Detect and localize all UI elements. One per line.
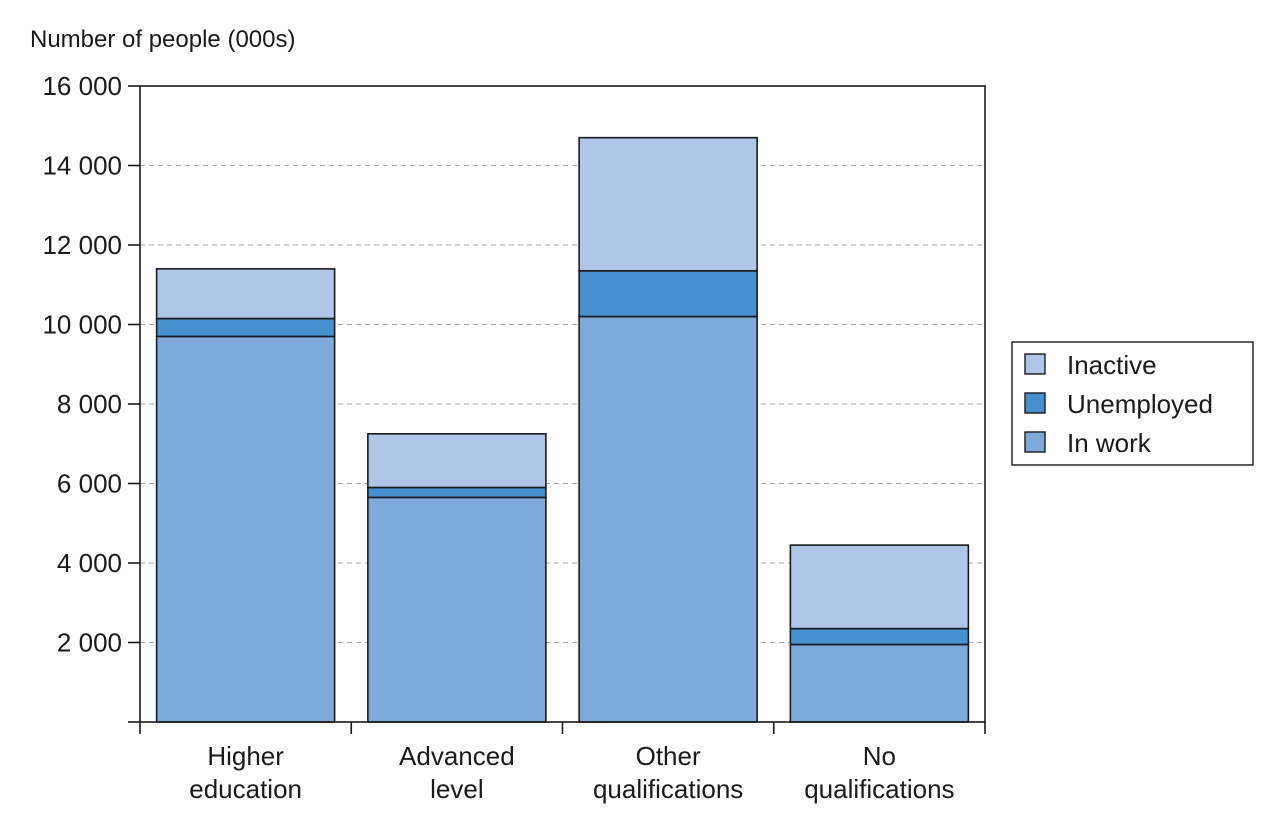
x-category-label: level bbox=[430, 774, 483, 804]
bar-segment-in-work bbox=[578, 315, 758, 723]
bar-segment-inactive bbox=[155, 268, 336, 320]
y-axis-title: Number of people (000s) bbox=[30, 26, 295, 53]
x-category-label: Higher bbox=[207, 741, 284, 771]
x-category-label: qualifications bbox=[804, 774, 954, 804]
y-tick-label: 4 000 bbox=[57, 548, 122, 578]
y-tick-label: 2 000 bbox=[57, 628, 122, 658]
bar-segment-unemployed bbox=[367, 486, 547, 499]
y-tick-label: 8 000 bbox=[57, 389, 122, 419]
bar-segment-inactive bbox=[789, 544, 970, 630]
y-tick-label: 10 000 bbox=[42, 310, 122, 340]
x-axis: HighereducationAdvancedlevelOtherqualifi… bbox=[139, 722, 986, 804]
bar-segment-unemployed bbox=[155, 317, 336, 338]
legend: Inactive Unemployed In work bbox=[1011, 341, 1254, 466]
y-tick-label: 14 000 bbox=[42, 151, 122, 181]
x-category-label: qualifications bbox=[593, 774, 743, 804]
y-tick-label: 16 000 bbox=[42, 71, 122, 101]
x-category-label: No bbox=[863, 741, 896, 771]
legend-swatch-in-work bbox=[1024, 431, 1046, 453]
bar-segment-inactive bbox=[367, 433, 547, 489]
bar-segment-in-work bbox=[155, 335, 336, 723]
legend-swatch-unemployed bbox=[1024, 392, 1046, 414]
legend-label-unemployed: Unemployed bbox=[1067, 389, 1213, 419]
bars bbox=[155, 136, 970, 723]
x-category-label: Other bbox=[636, 741, 701, 771]
bar-segment-inactive bbox=[578, 136, 758, 272]
legend-label-in-work: In work bbox=[1067, 428, 1152, 458]
bar-segment-unemployed bbox=[578, 270, 758, 318]
y-axis: 2 000 4 000 6 000 8 000 10 000 12 000 14 000 16… bbox=[42, 71, 140, 723]
legend-label-inactive: Inactive bbox=[1067, 350, 1157, 380]
bar-segment-in-work bbox=[789, 643, 970, 723]
legend-box bbox=[1011, 341, 1254, 466]
bar-segment-unemployed bbox=[789, 627, 970, 646]
y-tick-label: 12 000 bbox=[42, 230, 122, 260]
bar-segment-in-work bbox=[367, 496, 547, 723]
legend-swatch-inactive bbox=[1024, 353, 1046, 375]
x-category-label: Advanced bbox=[399, 741, 515, 771]
x-category-label: education bbox=[189, 774, 302, 804]
y-tick-label: 6 000 bbox=[57, 469, 122, 499]
